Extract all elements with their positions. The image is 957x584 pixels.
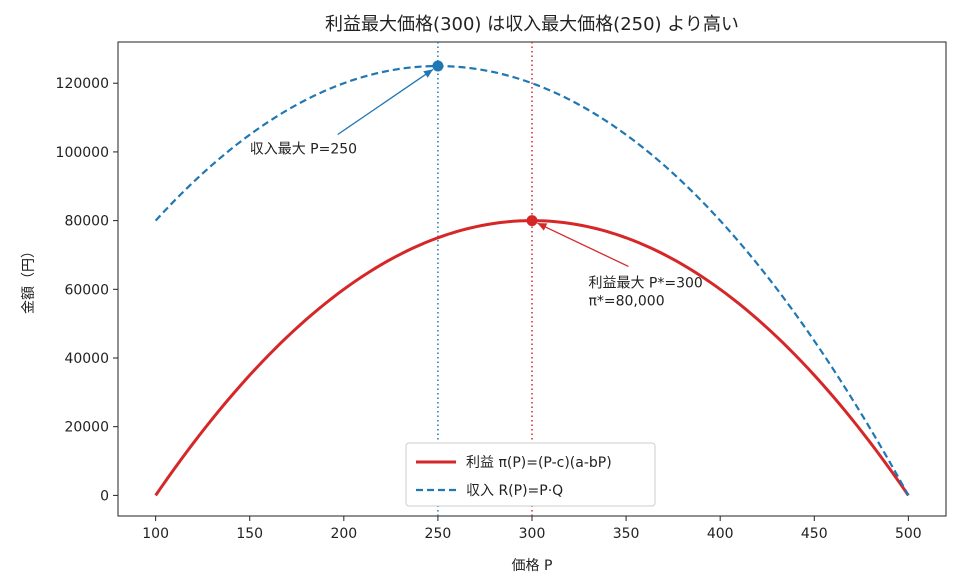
y-tick-label: 60000: [64, 282, 109, 298]
legend: 利益 π(P)=(P-c)(a-bP) 収入 R(P)=P·Q: [405, 442, 656, 507]
annotation-arrowhead: [537, 223, 548, 231]
max-point-marker: [432, 60, 444, 72]
plot-frame: [117, 41, 947, 517]
legend-label-revenue: 収入 R(P)=P·Q: [466, 483, 563, 499]
x-tick-label: 100: [142, 526, 169, 542]
annotation-arrowhead: [423, 69, 433, 78]
legend-box: [405, 442, 656, 507]
chart-title: 利益最大価格(300) は収入最大価格(250) より高い: [325, 14, 739, 35]
x-tick-label: 300: [519, 526, 546, 542]
annotation-text: π*=80,000: [588, 293, 664, 309]
y-tick-label: 0: [100, 488, 109, 504]
x-axis-label: 価格 P: [512, 558, 553, 574]
y-tick-label: 20000: [64, 420, 109, 436]
max-point-marker: [526, 215, 538, 227]
legend-label-profit: 利益 π(P)=(P-c)(a-bP): [466, 455, 612, 471]
y-tick-label: 100000: [56, 145, 109, 161]
annotation-text: 収入最大 P=250: [250, 141, 357, 157]
x-tick-label: 200: [330, 526, 357, 542]
x-tick-label: 250: [425, 526, 452, 542]
annotation-arrow: [337, 68, 434, 136]
x-tick-label: 150: [236, 526, 263, 542]
y-tick-label: 40000: [64, 351, 109, 367]
y-axis-label: 金額（円）: [21, 244, 37, 314]
annotation-text: 利益最大 P*=300: [588, 275, 702, 291]
annotation-arrow: [537, 222, 629, 268]
y-tick-label: 80000: [64, 214, 109, 230]
x-tick-label: 400: [707, 526, 734, 542]
x-tick-label: 500: [895, 526, 922, 542]
y-tick-label: 120000: [56, 76, 109, 92]
revenue-curve: [154, 64, 910, 496]
x-tick-label: 450: [801, 526, 828, 542]
x-tick-label: 350: [613, 526, 640, 542]
